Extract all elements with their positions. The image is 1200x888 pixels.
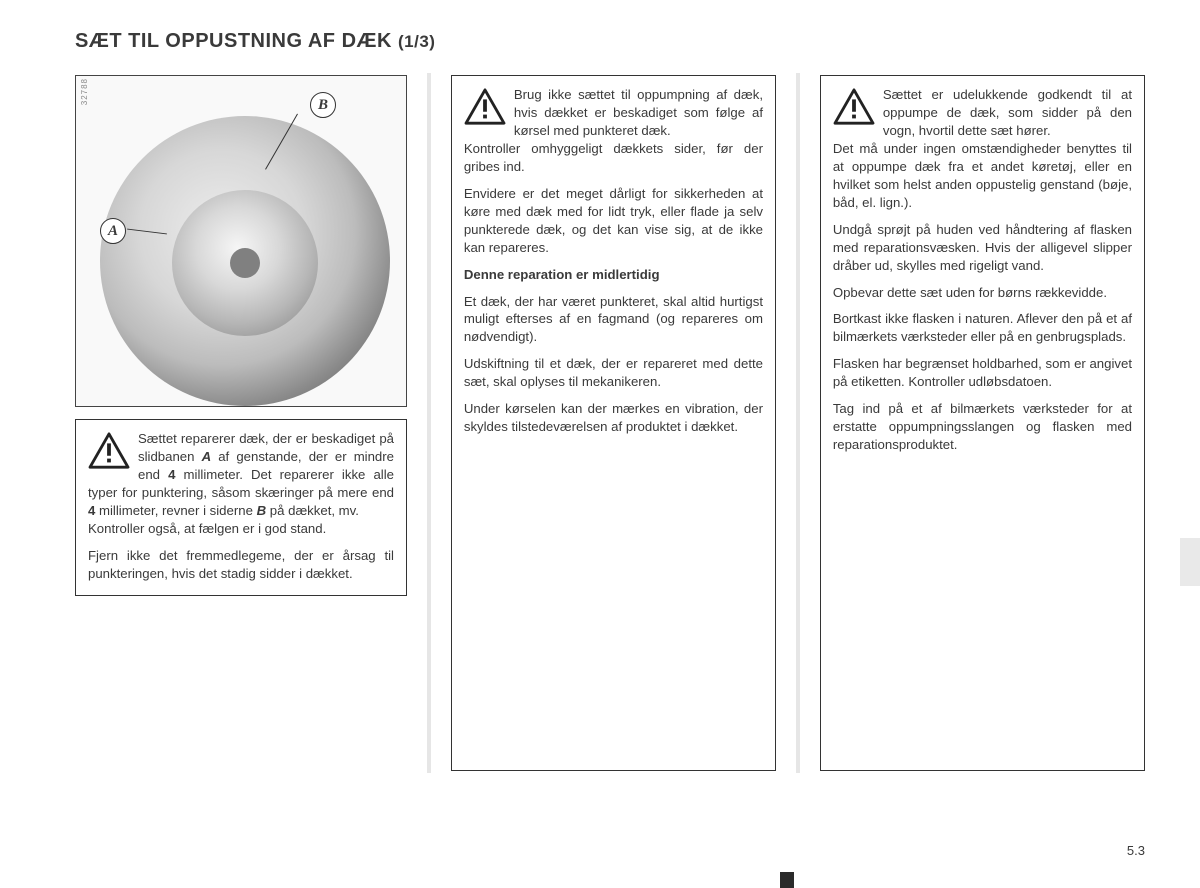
column-1: 32788 A B [75, 75, 407, 773]
warning-box-3: Sættet er udelukkende godkendt til at op… [820, 75, 1145, 771]
warn2-p3: Envidere er det meget dårligt for sikker… [464, 185, 763, 257]
print-crop-mark [780, 872, 794, 888]
thumb-index-tab [1180, 538, 1200, 586]
warn2-p5: Udskiftning til et dæk, der er repareret… [464, 355, 763, 391]
warn1-p1: Sættet reparerer dæk, der er beskadiget … [88, 430, 394, 520]
figure-number: 32788 [80, 78, 89, 105]
warn2-p1: Brug ikke sættet til oppumpning af dæk, … [464, 86, 763, 140]
tire-figure: 32788 A B [75, 75, 407, 407]
column-3: Sættet er udelukkende godkendt til at op… [820, 75, 1145, 773]
warn2-p2: Kontroller omhyggeligt dækkets sider, fø… [464, 140, 763, 176]
callout-a: A [100, 218, 126, 244]
warn3-p1: Sættet er udelukkende godkendt til at op… [833, 86, 1132, 140]
warning-first-para: Sættet reparerer dæk, der er beskadiget … [88, 430, 394, 520]
warn2-p6: Under kørselen kan der mærkes en vibrati… [464, 400, 763, 436]
text: millimeter. Det reparerer ikke alle type… [88, 467, 394, 500]
warning-triangle-icon [88, 432, 130, 470]
warn1-p3: Fjern ikke det fremmedlegeme, der er års… [88, 547, 394, 583]
warning-first-para: Sættet er udelukkende godkendt til at op… [833, 86, 1132, 140]
warn3-p4: Opbevar dette sæt uden for børns rækkevi… [833, 284, 1132, 302]
warning-triangle-icon [833, 88, 875, 126]
ref-a: A [202, 449, 212, 464]
text: på dækket, mv. [266, 503, 359, 518]
columns-layout: 32788 A B [75, 75, 1145, 773]
warn3-p7: Tag ind på et af bilmærkets værksteder f… [833, 400, 1132, 454]
warn3-p5: Bortkast ikke flasken i naturen. Aflever… [833, 310, 1132, 346]
warning-first-para: Brug ikke sættet til oppumpning af dæk, … [464, 86, 763, 140]
warn3-p3: Undgå sprøjt på huden ved håndtering af … [833, 221, 1132, 275]
page-title: SÆT TIL OPPUSTNING AF DÆK (1/3) [75, 30, 1145, 53]
column-2: Brug ikke sættet til oppumpning af dæk, … [451, 75, 776, 773]
warning-triangle-icon [464, 88, 506, 126]
warn2-p4: Et dæk, der har været punkteret, skal al… [464, 293, 763, 347]
wheel-hub [230, 248, 260, 278]
warn1-p2: Kontroller også, at fælgen er i god stan… [88, 520, 394, 538]
callout-b: B [310, 92, 336, 118]
manual-page: SÆT TIL OPPUSTNING AF DÆK (1/3) 32788 A … [0, 0, 1200, 773]
title-suffix: (1/3) [398, 32, 435, 51]
column-divider [796, 73, 800, 773]
warning-box-1: Sættet reparerer dæk, der er beskadiget … [75, 419, 407, 596]
ref-b: B [257, 503, 267, 518]
text: millimeter, revner i siderne [95, 503, 256, 518]
warn3-p6: Flasken har begrænset holdbarhed, som er… [833, 355, 1132, 391]
warn2-heading: Denne reparation er midlertidig [464, 266, 763, 284]
warning-box-2: Brug ikke sættet til oppumpning af dæk, … [451, 75, 776, 771]
column-divider [427, 73, 431, 773]
page-number: 5.3 [1127, 843, 1145, 858]
title-main: SÆT TIL OPPUSTNING AF DÆK [75, 30, 398, 52]
warn3-p2: Det må under ingen omstændigheder benytt… [833, 140, 1132, 212]
